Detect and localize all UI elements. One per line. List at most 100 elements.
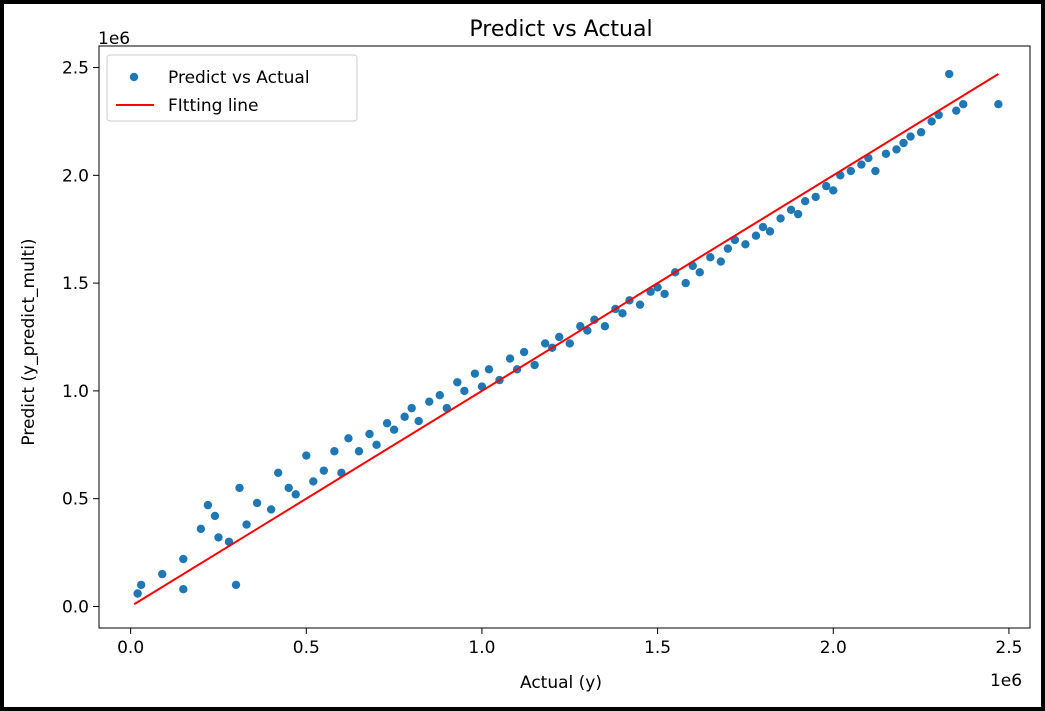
data-point (952, 106, 961, 115)
data-point (196, 524, 206, 534)
data-point (959, 100, 968, 109)
data-point (927, 117, 936, 126)
data-point (330, 447, 339, 456)
x-tick-label: 0.5 (293, 638, 320, 658)
data-point (179, 585, 188, 594)
chart-title: Predict vs Actual (469, 17, 652, 42)
data-point (407, 403, 416, 413)
data-point (435, 391, 444, 400)
x-axis: 0.0 0.5 1.0 1.5 2.0 2.5 (117, 628, 1022, 658)
data-point (800, 197, 810, 206)
data-point (716, 257, 726, 266)
data-point (618, 309, 627, 318)
plot-frame (98, 45, 1031, 629)
data-point (857, 160, 866, 169)
data-point (372, 440, 381, 449)
data-point (291, 490, 300, 499)
data-point (344, 434, 353, 443)
data-point (214, 533, 223, 542)
data-point (460, 386, 469, 396)
data-point (242, 520, 251, 529)
data-point (741, 240, 750, 249)
data-point (660, 289, 669, 299)
data-point (309, 477, 318, 486)
data-point (136, 580, 146, 590)
data-point (695, 268, 704, 277)
data-point (881, 149, 891, 158)
data-point (252, 498, 262, 508)
data-point (555, 332, 564, 342)
data-point (231, 580, 241, 590)
legend-marker-scatter (129, 72, 139, 82)
figure: Predict vs Actual 1e6 1e6 Actual (y) Pre… (4, 4, 1041, 707)
data-point (319, 466, 329, 475)
data-point (210, 511, 220, 521)
scatter-chart: Predict vs Actual 1e6 1e6 Actual (y) Pre… (19, 17, 1031, 693)
y-tick-label: 1.0 (62, 382, 89, 402)
plot-area (98, 45, 1031, 629)
legend-box (106, 54, 358, 122)
data-point (635, 300, 645, 309)
data-point (158, 569, 167, 579)
data-point (235, 483, 244, 493)
data-point (540, 339, 550, 348)
data-point (505, 354, 515, 363)
data-point (776, 214, 785, 223)
legend: Predict vs Actual FItting line (106, 54, 358, 122)
data-point (519, 347, 529, 357)
legend-label-scatter: Predict vs Actual (168, 68, 310, 88)
data-point (565, 339, 574, 348)
data-point (203, 500, 213, 510)
data-point (414, 416, 423, 426)
data-point (179, 554, 188, 564)
data-point (284, 483, 293, 493)
data-point (829, 186, 838, 195)
y-axis-title: Predict (y_predict_multi) (19, 238, 39, 445)
legend-label-line: FItting line (168, 96, 259, 116)
data-point (793, 209, 803, 219)
data-point (365, 429, 374, 439)
x-axis-title: Actual (y) (520, 673, 602, 693)
data-point (470, 369, 480, 378)
data-point (590, 315, 599, 324)
data-point (899, 138, 908, 148)
data-point (723, 244, 733, 253)
x-tick-label: 2.0 (820, 638, 847, 658)
y-tick-label: 0.0 (62, 597, 89, 617)
data-point (751, 231, 761, 240)
x-tick-label: 1.0 (468, 638, 495, 658)
fitting-line (133, 73, 999, 606)
data-point (681, 278, 690, 288)
data-point (530, 360, 539, 370)
data-point (600, 322, 610, 331)
y-tick-label: 0.5 (62, 490, 89, 510)
data-point (786, 205, 796, 215)
data-point (765, 227, 775, 236)
data-point (706, 253, 715, 262)
data-point (425, 397, 434, 406)
data-point (382, 419, 392, 428)
data-point (871, 166, 880, 176)
data-point (944, 69, 954, 79)
y-tick-label: 2.0 (62, 166, 89, 186)
data-point (906, 132, 915, 141)
data-point (133, 589, 142, 598)
data-point (302, 451, 311, 460)
x-tick-label: 0.0 (117, 638, 144, 658)
y-tick-label: 1.5 (62, 274, 89, 294)
x-tick-label: 2.5 (995, 638, 1022, 658)
data-point (273, 468, 283, 477)
data-point (846, 166, 856, 176)
data-point (822, 181, 831, 191)
data-point (811, 192, 820, 202)
data-point (266, 505, 276, 514)
data-point (389, 425, 399, 434)
data-point (892, 145, 901, 154)
scatter-series (133, 69, 1003, 598)
data-point (758, 222, 768, 232)
data-point (994, 100, 1003, 109)
x-tick-label: 1.5 (644, 638, 671, 658)
y-axis: 0.0 0.5 1.0 1.5 2.0 2.5 (62, 59, 99, 617)
data-point (453, 378, 462, 387)
y-offset-label: 1e6 (98, 29, 130, 49)
